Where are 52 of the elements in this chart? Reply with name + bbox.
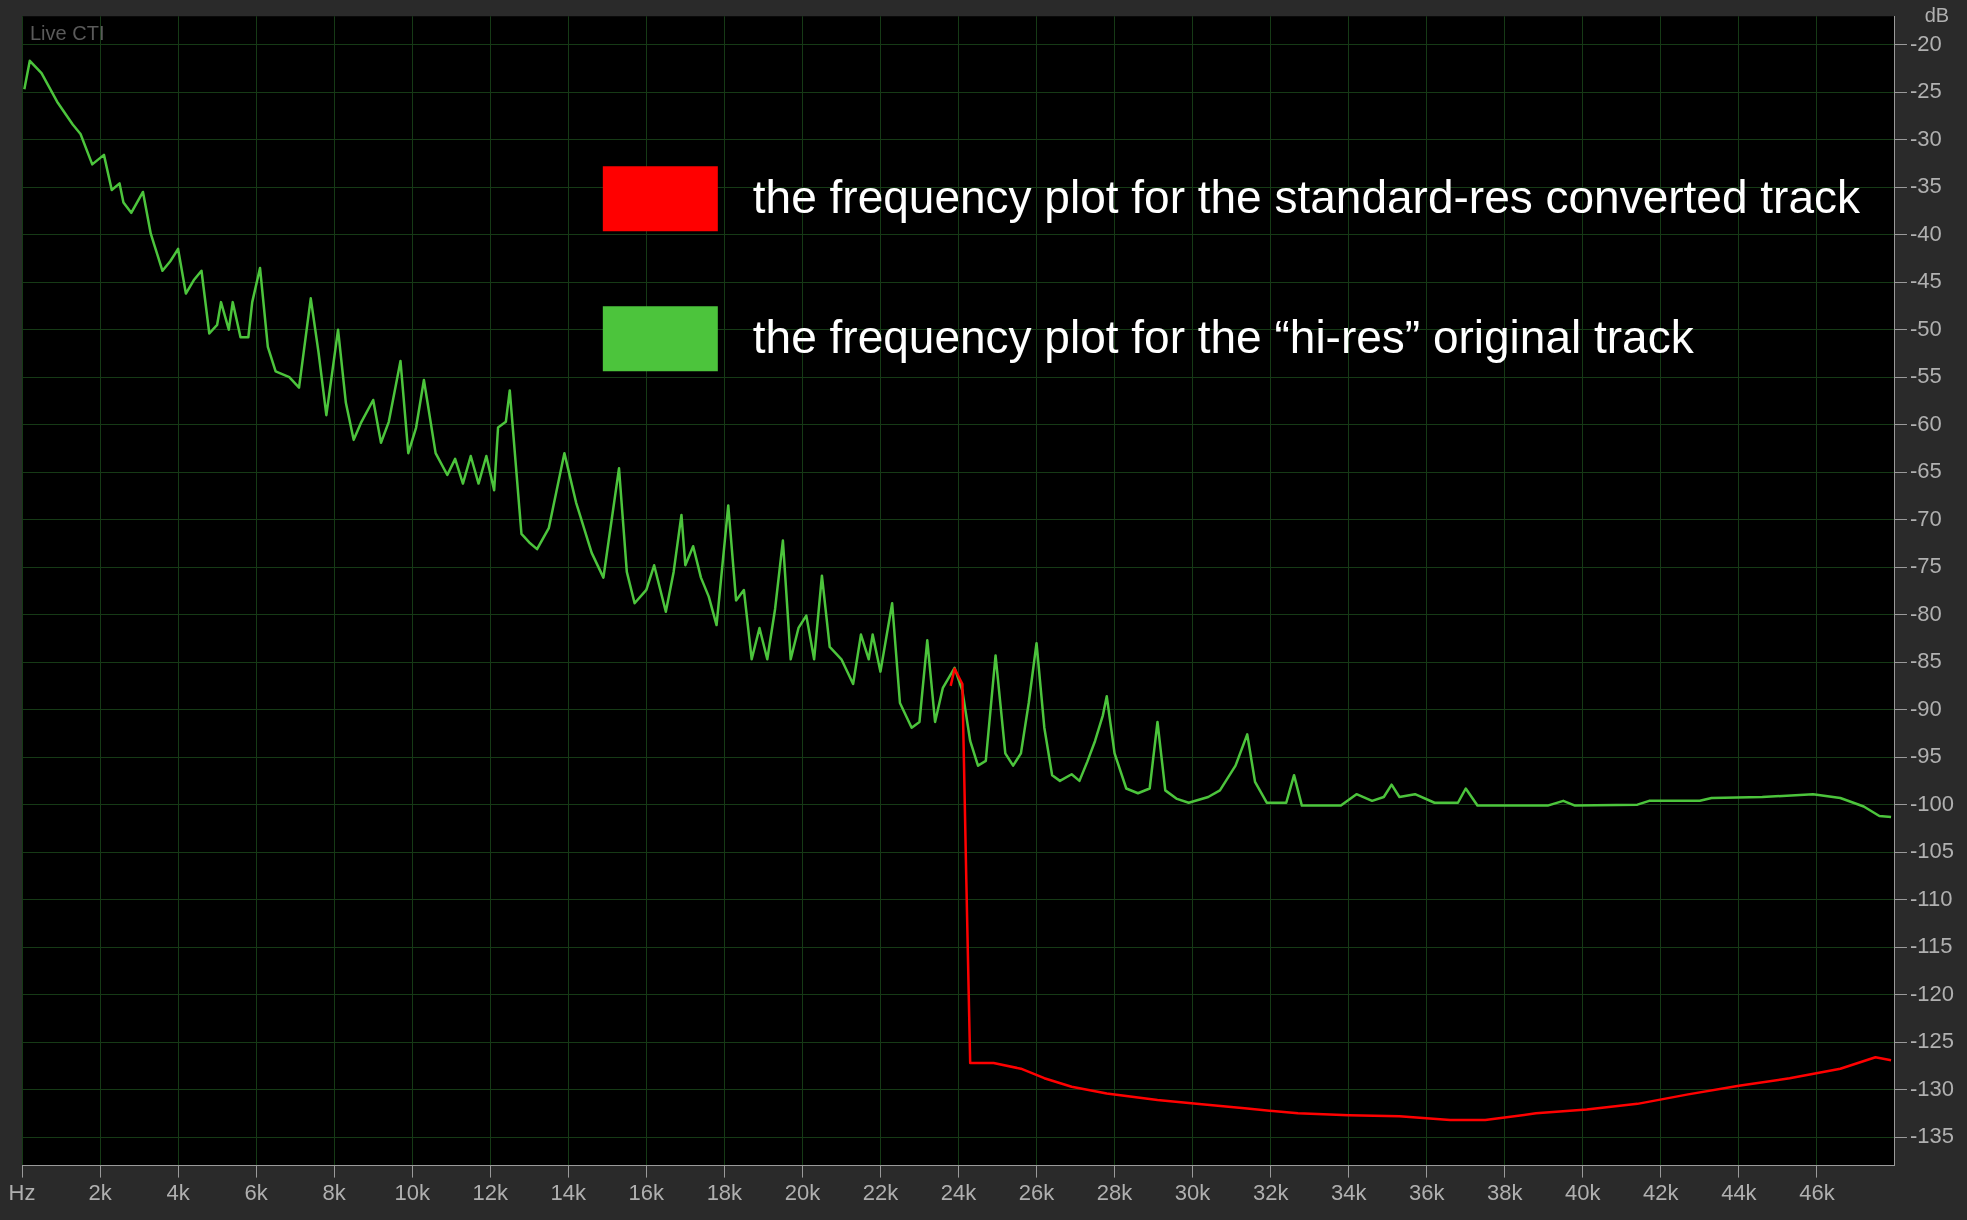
x-tick-label: 30k: [1174, 1179, 1212, 1205]
y-tick-label: -125: [1909, 1028, 1955, 1054]
y-axis-title: dB: [1924, 3, 1950, 26]
x-tick-label: 2k: [88, 1179, 113, 1205]
x-tick-label: 26k: [1018, 1179, 1056, 1205]
x-tick-label: 46k: [1799, 1179, 1836, 1205]
x-tick-label: 40k: [1565, 1179, 1602, 1205]
x-tick-label: 28k: [1096, 1179, 1134, 1205]
x-tick-label: 24k: [940, 1179, 978, 1205]
y-tick-label: -95: [1909, 743, 1942, 769]
x-tick-label: 42k: [1643, 1179, 1680, 1205]
x-tick-label: Hz: [8, 1179, 36, 1205]
y-tick-label: -40: [1909, 220, 1942, 246]
y-tick-label: -135: [1909, 1123, 1955, 1149]
x-tick-label: 22k: [862, 1179, 900, 1205]
y-tick-label: -70: [1909, 505, 1942, 531]
y-tick-label: -30: [1909, 125, 1942, 151]
y-tick-label: -115: [1909, 933, 1953, 959]
y-tick-label: -120: [1909, 980, 1955, 1006]
legend-label: the frequency plot for the standard-res converted track: [752, 170, 1861, 223]
x-tick-label: 32k: [1252, 1179, 1290, 1205]
y-tick-label: -100: [1909, 790, 1955, 816]
y-tick-label: -25: [1909, 78, 1942, 104]
y-tick-label: -105: [1909, 838, 1955, 864]
y-tick-label: -50: [1909, 315, 1942, 341]
y-tick-label: -90: [1909, 695, 1942, 721]
x-tick-label: 10k: [394, 1179, 431, 1205]
x-tick-label: 44k: [1721, 1179, 1758, 1205]
x-tick-label: 20k: [784, 1179, 822, 1205]
x-tick-label: 18k: [706, 1179, 744, 1205]
x-tick-label: 12k: [472, 1179, 509, 1205]
x-tick-label: 4k: [166, 1179, 191, 1205]
x-tick-label: 14k: [550, 1179, 588, 1205]
annotation: Live CTI: [30, 21, 105, 44]
x-tick-label: 16k: [628, 1179, 666, 1205]
y-tick-label: -55: [1909, 363, 1942, 389]
x-tick-label: 8k: [322, 1179, 347, 1205]
y-tick-label: -65: [1909, 458, 1942, 484]
y-tick-label: -85: [1909, 648, 1942, 674]
y-tick-label: -130: [1909, 1075, 1955, 1101]
y-tick-label: -75: [1909, 553, 1942, 579]
x-tick-label: 36k: [1408, 1179, 1446, 1205]
y-tick-label: -80: [1909, 600, 1942, 626]
y-tick-label: -45: [1909, 268, 1942, 294]
y-tick-label: -20: [1909, 30, 1942, 56]
y-tick-label: -110: [1909, 885, 1953, 911]
y-tick-label: -35: [1909, 173, 1942, 199]
x-tick-label: 34k: [1330, 1179, 1368, 1205]
y-tick-label: -60: [1909, 410, 1942, 436]
x-tick-label: 6k: [244, 1179, 269, 1205]
x-tick-label: 38k: [1487, 1179, 1524, 1205]
legend-label: the frequency plot for the “hi-res” original track: [752, 310, 1695, 363]
